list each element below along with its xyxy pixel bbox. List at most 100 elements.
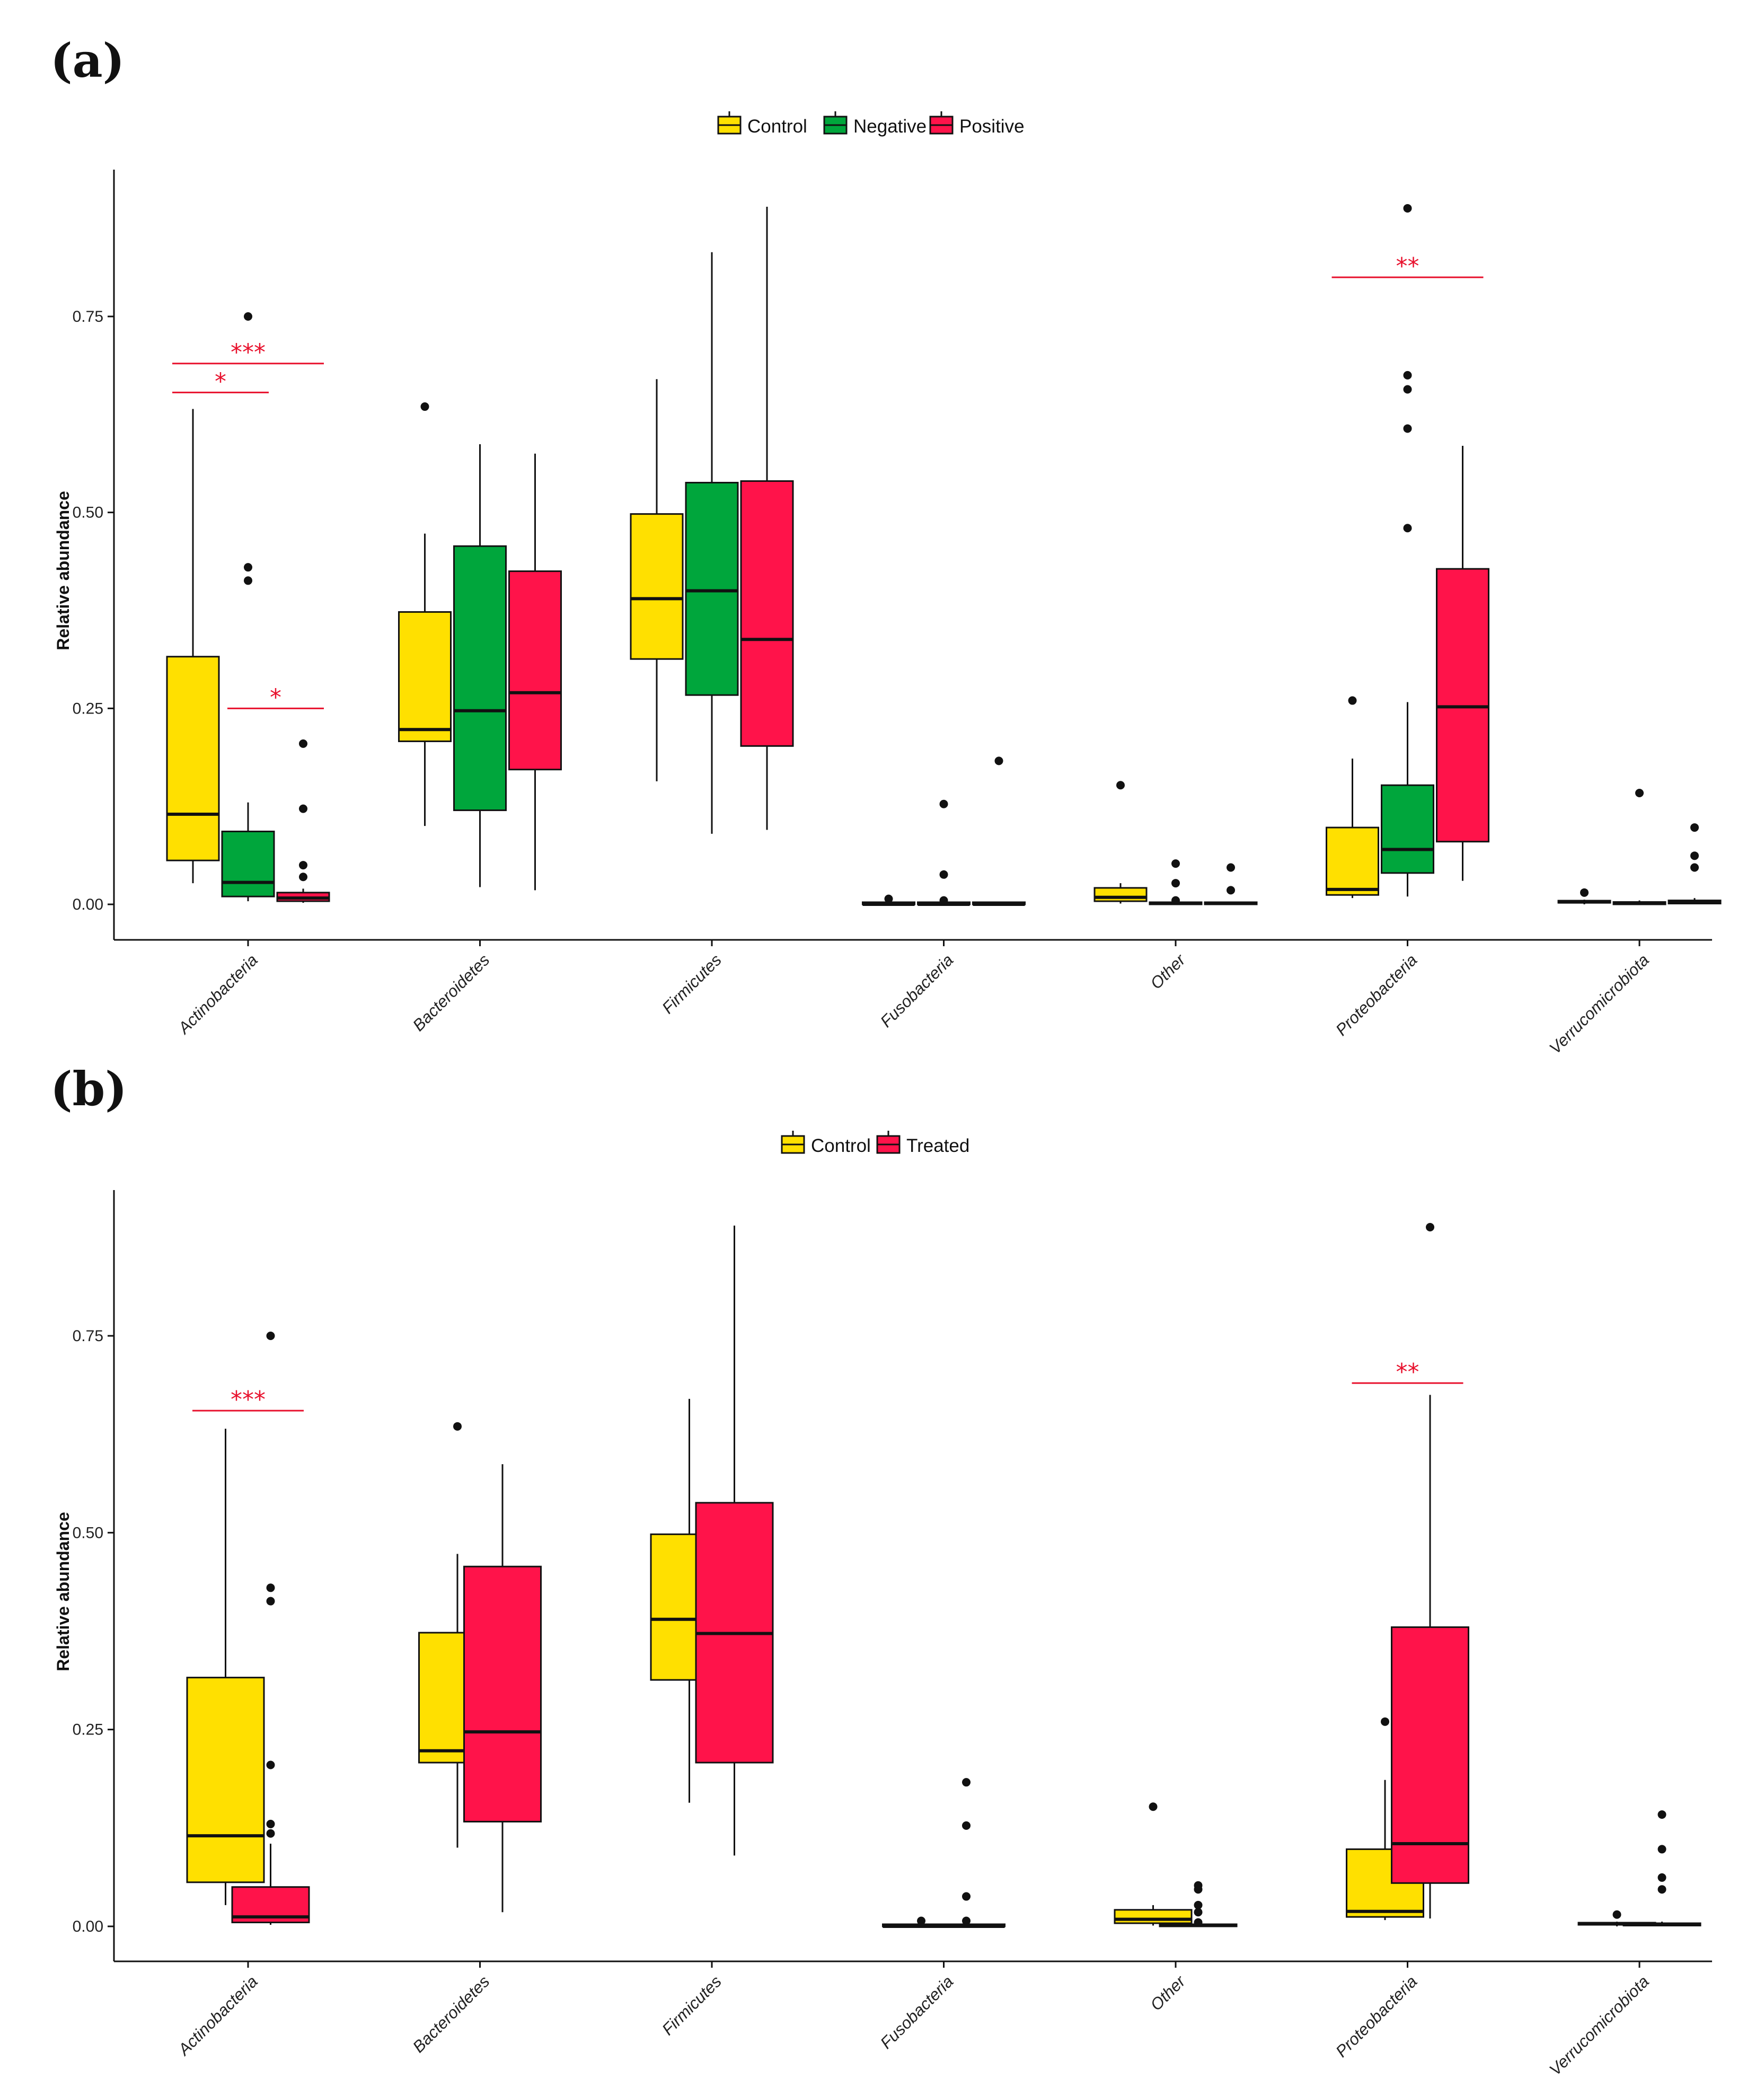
box-body [1114, 1909, 1193, 1924]
panel-label: (b) [50, 1061, 127, 1116]
box-other-control [1114, 1802, 1193, 1926]
box-body [166, 656, 220, 861]
outlier-point [244, 563, 252, 572]
box-other-treated [1159, 1881, 1238, 1927]
outlier-point [1194, 1918, 1203, 1927]
legend-label: Treated [906, 1135, 969, 1156]
outlier-point [299, 804, 307, 813]
legend-item-negative: Negative [823, 111, 927, 137]
y-tick-label: 0.00 [73, 1918, 103, 1935]
legend-item-control: Control [781, 1131, 871, 1156]
box-verrucomicrobiota-negative [1612, 789, 1666, 905]
outlier-point [244, 312, 252, 321]
outlier-point [1657, 1885, 1666, 1894]
outlier-point [1403, 424, 1412, 433]
box-body [1381, 784, 1434, 874]
legend-item-treated: Treated [876, 1131, 969, 1156]
outlier-point [299, 739, 307, 748]
outlier-point [1690, 851, 1699, 860]
outlier-point [1657, 1810, 1666, 1819]
outlier-point [266, 1597, 275, 1606]
y-tick-label: 0.00 [73, 896, 103, 913]
box-bacteroidetes-control [398, 402, 452, 826]
box-fusobacteria-treated [927, 1778, 1006, 1928]
outlier-point [266, 1583, 275, 1592]
box-body [630, 513, 684, 660]
outlier-point [1171, 879, 1180, 888]
significance-annotation: * [227, 684, 324, 711]
outlier-point [939, 799, 948, 808]
outlier-point [1635, 789, 1644, 798]
significance-annotation: *** [192, 1386, 304, 1413]
y-tick-label: 0.75 [73, 1327, 103, 1345]
outlier-point [1580, 888, 1589, 897]
significance-label: ** [1396, 1359, 1419, 1386]
box-other-negative [1149, 859, 1203, 905]
outlier-point [1381, 1717, 1389, 1726]
outlier-point [1403, 385, 1412, 394]
outlier-point [1149, 1802, 1158, 1811]
box-fusobacteria-negative [917, 799, 971, 906]
box-bacteroidetes-positive [508, 453, 562, 891]
outlier-point [1227, 863, 1235, 872]
box-proteobacteria-treated [1391, 1223, 1469, 1919]
legend-label: Negative [853, 116, 927, 137]
box-fusobacteria-control [862, 894, 915, 906]
outlier-point [266, 1829, 275, 1838]
outlier-point [917, 1916, 925, 1925]
significance-label: *** [231, 339, 266, 366]
outlier-point [420, 402, 429, 411]
outlier-point [994, 756, 1003, 765]
outlier-point [939, 896, 948, 905]
box-fusobacteria-positive [972, 756, 1026, 906]
outlier-point [1194, 1900, 1203, 1909]
box-body [508, 570, 562, 771]
outlier-point [962, 1778, 971, 1787]
outlier-point [939, 870, 948, 879]
significance-annotation: ** [1331, 253, 1484, 280]
outlier-point [884, 894, 893, 903]
outlier-point [453, 1422, 462, 1431]
significance-label: * [270, 684, 281, 711]
box-proteobacteria-negative [1381, 204, 1434, 897]
box-body [186, 1677, 265, 1883]
outlier-point [962, 1892, 971, 1901]
box-actinobacteria-positive [276, 739, 330, 903]
legend-label: Control [747, 116, 807, 137]
box-bacteroidetes-negative [453, 444, 507, 887]
panel-a: (a) Control Negative Positive 0.00 0.25 0.50 0.… [50, 33, 1722, 1058]
outlier-point [1690, 863, 1699, 872]
box-verrucomicrobiota-control [1557, 888, 1611, 904]
box-firmicutes-control [630, 379, 684, 781]
box-other-positive [1204, 863, 1258, 905]
box-body [1326, 826, 1379, 896]
box-body [740, 480, 794, 747]
box-body [685, 481, 739, 696]
outlier-point [299, 861, 307, 870]
outlier-point [1657, 1873, 1666, 1882]
box-body [1391, 1626, 1469, 1884]
outlier-point [244, 576, 252, 585]
outlier-point [1403, 204, 1412, 213]
y-axis-title: Relative abundance [54, 1512, 73, 1671]
box-actinobacteria-negative [221, 312, 275, 902]
box-body [1093, 887, 1148, 902]
outlier-point [1171, 896, 1180, 905]
outlier-point [962, 1916, 971, 1925]
outlier-point [1612, 1910, 1621, 1919]
box-proteobacteria-positive [1436, 445, 1489, 881]
legend-label: Positive [959, 116, 1025, 137]
outlier-point [1657, 1845, 1666, 1854]
box-body [463, 1565, 542, 1822]
significance-label: * [215, 368, 226, 395]
significance-label: *** [231, 1386, 266, 1413]
y-axis-title: Relative abundance [54, 491, 73, 650]
box-actinobacteria-control [186, 1429, 265, 1905]
outlier-point [962, 1821, 971, 1830]
box-body [221, 830, 275, 897]
box-firmicutes-positive [740, 206, 794, 830]
y-tick-label: 0.50 [73, 1524, 103, 1542]
box-other-control [1093, 781, 1148, 904]
box-bacteroidetes-treated [463, 1464, 542, 1913]
